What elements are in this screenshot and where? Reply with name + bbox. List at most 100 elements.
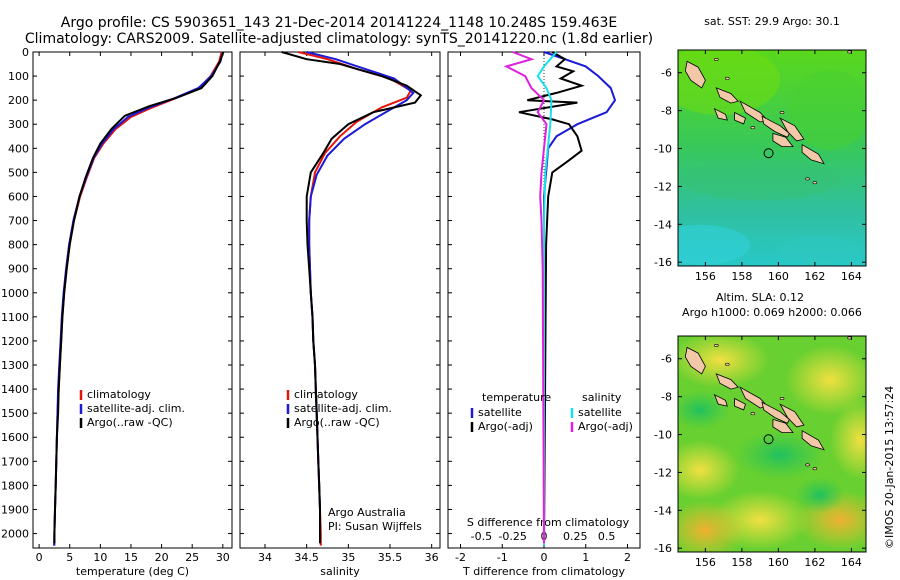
x-tick-label: 0 [541,551,548,564]
island [684,346,706,375]
depth-tick-label: 1800 [1,479,29,492]
small-island [805,177,810,181]
depth-tick-label: 1300 [1,359,29,372]
lat-tick-label: -12 [654,466,672,479]
legend-label: satellite [478,406,522,419]
annotation-line2: PI: Susan Wijffels [328,520,422,533]
small-island [750,412,756,416]
island [713,393,728,407]
legend-header-temperature: temperature [482,391,551,404]
sla-field [678,336,866,552]
lon-tick-label: 158 [731,556,752,569]
sst-map-title: sat. SST: 29.9 Argo: 30.1 [704,15,840,28]
series-line-satellite-adj-clim- [53,51,224,546]
s-difference-label: S difference from climatology [467,516,630,529]
island [761,115,790,138]
sst-field [678,50,866,266]
island [772,418,794,433]
lon-tick-label: 164 [841,270,862,283]
x-axis-label: temperature (deg C) [76,565,189,578]
series-line-salinity-satellite [536,51,558,546]
x-tick-label: 25 [185,551,199,564]
small-island [812,467,818,471]
island [779,403,805,428]
lon-tick-label: 156 [695,270,716,283]
legend-label: satellite-adj. clim. [294,402,392,415]
legend-label: Argo(-adj) [478,420,533,433]
lat-tick-label: -8 [661,391,672,404]
lat-tick-label: -16 [654,542,672,555]
header-line1: Argo profile: CS 5903651_143 21-Dec-2014… [61,15,618,31]
island [684,60,706,89]
series-line-climatology [298,51,413,546]
lat-tick-label: -6 [661,353,672,366]
lon-tick-label: 162 [804,270,825,283]
legend-label: satellite-adj. clim. [87,402,185,415]
small-island [724,76,730,80]
legend-label: Argo(..raw -QC) [87,416,173,429]
x-tick-label: 30 [216,551,230,564]
depth-tick-label: 0 [22,46,29,59]
sla-map-title-line1: Altim. SLA: 0.12 [716,291,804,304]
x-tick-label: 35.5 [378,551,403,564]
sst-map-frame [677,49,867,267]
legend-label: Argo(..raw -QC) [294,416,380,429]
legend-label: climatology [294,388,358,401]
argo-position-marker [763,434,774,445]
island [715,87,739,104]
sst-map-axes: 156 158 160 162 164 -6 -8 -10 -12 -14 -16 [654,50,866,283]
small-island [812,181,818,185]
x-tick-label: 1 [582,551,589,564]
lat-tick-label: -6 [661,67,672,80]
series-line-salinity-argo-adj- [503,51,548,544]
island-outlines [684,336,852,471]
series-line-argo-raw-qc- [53,51,225,544]
profile-panel-salinity: 34 34.5 35 35.5 36 salinity climatologysatelli… [239,51,441,578]
x-tick-label: 2 [624,551,631,564]
small-island [750,126,756,130]
small-island [805,463,810,467]
depth-tick-label: 1400 [1,383,29,396]
x-tick-label: 10 [93,551,107,564]
depth-tick-label: 1900 [1,503,29,516]
profile-panel-temperature: 0100200300400500600700800900100011001200… [1,46,233,578]
small-island [724,362,730,366]
x-tick-label: 34.5 [294,551,319,564]
island [801,430,825,451]
island [715,373,739,390]
legend-label: satellite [578,406,622,419]
series-line-temperature-argo-adj- [518,51,585,544]
sla-map-title-line2: Argo h1000: 0.069 h2000: 0.066 [682,306,862,319]
lon-tick-label: 162 [804,556,825,569]
depth-tick-label: 1500 [1,407,29,420]
lat-tick-label: -16 [654,256,672,269]
x-tick-label: 15 [124,551,138,564]
island [734,397,746,411]
depth-tick-label: 800 [8,239,29,252]
island [779,117,805,142]
lat-tick-label: -14 [654,504,672,517]
s-tick-label: -0.5 [471,530,492,543]
lon-tick-label: 160 [768,556,789,569]
annotation-line1: Argo Australia [328,506,406,519]
island [801,144,825,165]
depth-tick-label: 200 [8,94,29,107]
depth-tick-label: 1600 [1,431,29,444]
island-outlines [684,50,852,185]
x-tick-label: -2 [455,551,466,564]
small-island [714,57,719,61]
lon-tick-label: 156 [695,556,716,569]
depth-tick-label: 600 [8,190,29,203]
depth-tick-label: 2000 [1,528,29,541]
sst-map: sat. SST: 29.9 Argo: 30.1 156 158 160 162 16… [654,15,867,283]
x-tick-label: -1 [497,551,508,564]
small-island [779,397,785,401]
lat-tick-label: -10 [654,429,672,442]
panel-frame [239,51,441,549]
x-tick-label: 0 [36,551,43,564]
small-island [779,111,785,115]
x-axis-label: T difference from climatology [462,565,625,578]
x-tick-label: 36 [425,551,439,564]
depth-tick-label: 100 [8,70,29,83]
lat-tick-label: -10 [654,143,672,156]
